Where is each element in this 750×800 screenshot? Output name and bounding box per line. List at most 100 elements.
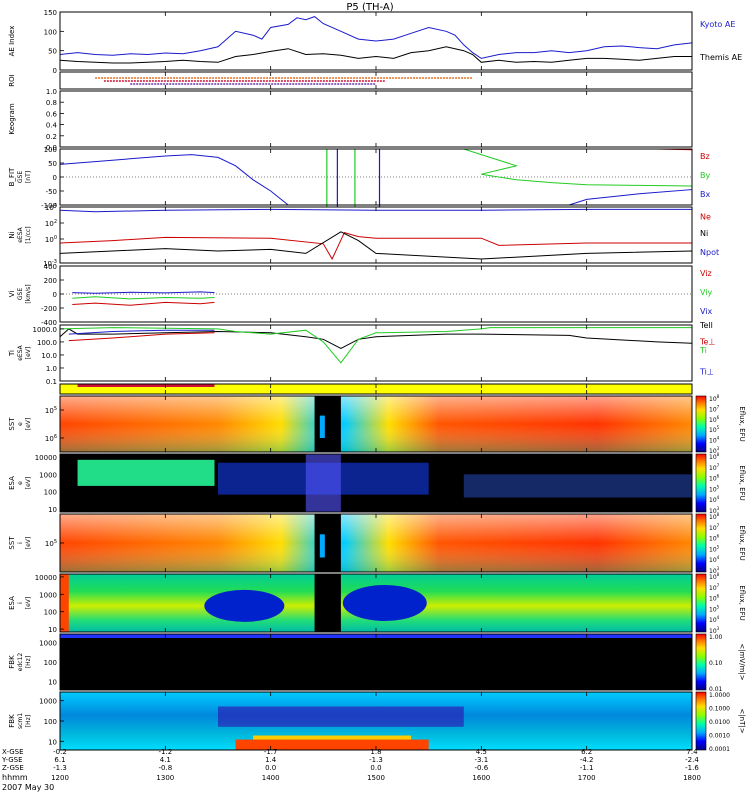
- sst_e-ylabel-units: [eV]: [25, 418, 32, 430]
- esa_e-colorbar-tick: 104: [709, 495, 720, 504]
- fbk_b-activity: [218, 706, 464, 727]
- coord-row-1-value: -1.3: [369, 756, 383, 764]
- density-ytick-label: 10-3: [43, 259, 57, 268]
- esa_e-ytick-label: 100: [44, 489, 57, 497]
- fbk_b-colorbar-tick: 0.0001: [709, 746, 730, 753]
- esa_e-plasma-sheet: [77, 459, 215, 486]
- fbk_b-ylabel-frame: scm1: [17, 713, 24, 729]
- fbk_b-ytick-label: 10: [48, 738, 57, 746]
- velocity-ytick-label: 0: [53, 291, 57, 299]
- sst_e-ytick-label: 105: [45, 406, 57, 415]
- x-tick-label: 1400: [262, 774, 280, 782]
- esa_i-colorbar-label: Eflux, EFU: [738, 585, 746, 620]
- esa_i-colorbar-tick: 103: [709, 626, 720, 635]
- ae-ytick-label: 0: [53, 67, 57, 75]
- sst_e-colorbar-tick: 106: [709, 415, 720, 424]
- coord-row-1-value: 4.1: [160, 756, 171, 764]
- ae-legend-kyoto: Kyoto AE: [700, 20, 735, 29]
- x-axis-label-row: hhmm: [2, 773, 28, 782]
- bfit-ylabel: B_FIT: [8, 167, 16, 186]
- coord-row-2-value: 0.0: [265, 764, 276, 772]
- esa_i-ytick-label: 10000: [35, 574, 57, 582]
- velocity-legend-0: Viz: [700, 269, 712, 278]
- sst_i-colorbar-tick: 103: [709, 566, 720, 575]
- esa_i-colorbar: [695, 573, 707, 633]
- fbk_b-colorbar-tick: 0.0100: [709, 719, 730, 726]
- keogram-ytick-label: 0.8: [46, 99, 57, 107]
- sst_i-colorbar-tick: 104: [709, 555, 720, 564]
- ae-legend-themis: Themis AE: [699, 53, 742, 62]
- temp-ytick-label: 10.0: [41, 352, 57, 360]
- fbk_e-ytick-label: 10: [48, 679, 57, 687]
- temp-series-Tell: [59, 328, 693, 349]
- esa_e-ylabel-units: [eV]: [25, 477, 32, 489]
- fbk_e-colorbar-tick: 0.10: [709, 660, 723, 667]
- sst_e-spectrogram: [60, 396, 692, 452]
- sst_i-colorbar: [695, 513, 707, 573]
- velocity-ytick-label: 200: [44, 277, 57, 285]
- ae-series-kyoto: [59, 16, 693, 59]
- roi-ylabel: ROI: [8, 74, 16, 86]
- coord-row-0-value: 4.5: [476, 748, 487, 756]
- fbk_b-ytick-label: 1000: [39, 698, 57, 706]
- esa_e-colorbar-label: Eflux, EFU: [738, 465, 746, 500]
- coord-row-2-value: -1.3: [53, 764, 67, 772]
- x-tick-label: 1600: [472, 774, 490, 782]
- velocity-series-Viy: [72, 296, 215, 300]
- density-ytick-label: 102: [45, 219, 57, 228]
- density-ylabel: Ni: [8, 231, 16, 238]
- fbk_b-colorbar-tick: 0.1000: [709, 706, 730, 713]
- bfit-ytick-label: -100: [41, 202, 57, 210]
- sst_i-ylabel-units: [eV]: [25, 537, 32, 549]
- ae-ytick-label: 50: [48, 48, 57, 56]
- esa_i-colorbar-tick: 106: [709, 594, 720, 603]
- fbk_b-colorbar-tick: 1.0000: [709, 692, 730, 699]
- density-series-Npot: [59, 208, 692, 213]
- temp-legend-0: Tell: [699, 321, 713, 330]
- coord-row-label-0: X-GSE: [2, 748, 24, 756]
- sst_i-spectrogram: [60, 514, 692, 572]
- sst_e-colorbar-tick: 104: [709, 436, 720, 445]
- velocity-ytick-label: -200: [41, 305, 57, 313]
- bfit-ytick-label: -50: [46, 188, 57, 196]
- bfit-ytick-label: 0: [53, 174, 57, 182]
- esa_e-colorbar-tick: 106: [709, 474, 720, 483]
- temp-series-Te⊥: [68, 332, 215, 342]
- fbk_b-colorbar-label: <|nT|>: [738, 708, 746, 733]
- esa_e-colorbar-tick: 103: [709, 506, 720, 515]
- coord-row-0-value: -0.2: [53, 748, 67, 756]
- esa_i-start-edge: [60, 574, 69, 632]
- esa_e-ytick-label: 1000: [39, 471, 57, 479]
- coord-row-1-value: -4.2: [580, 756, 594, 764]
- fbk_e-ylabel-frame: edc12: [17, 653, 24, 672]
- sst_i-ytick-label: 105: [45, 539, 57, 548]
- fbk_e-colorbar: [695, 633, 707, 691]
- coord-row-1-value: 1.4: [265, 756, 277, 764]
- keogram-ytick-label: 0.2: [46, 133, 57, 141]
- panels-layer: [59, 16, 693, 750]
- sst_i-colorbar-tick: 105: [709, 544, 720, 553]
- bfit-ytick-label: 50: [48, 160, 57, 168]
- fbk_b-colorbar: [695, 691, 707, 751]
- esa_e-ytick-label: 10000: [35, 454, 57, 462]
- temp-ylabel: Ti: [8, 350, 16, 357]
- esa_e-ylabel-frame: e: [17, 481, 24, 485]
- esa_i-ylabel-frame: i: [17, 602, 24, 604]
- keogram-ytick-label: 0.0: [46, 144, 57, 152]
- fbk_b-low-freq-yellow: [253, 735, 412, 740]
- density-ylabel-units: [1/cc]: [25, 226, 32, 243]
- esa_i-colorbar-tick: 104: [709, 615, 720, 624]
- esa_i-colorbar-tick: 107: [709, 583, 720, 592]
- esa_e-ytick-label: 10: [48, 506, 57, 514]
- coord-row-1-value: 6.1: [54, 756, 65, 764]
- ae-series-themis: [59, 46, 692, 64]
- temp-ytick-label: 1000.0: [33, 326, 58, 334]
- fbk_e-colorbar-tick: 0.01: [709, 686, 723, 693]
- esa_i-ytick-label: 1000: [39, 591, 57, 599]
- date-label: 2007 May 30: [2, 783, 54, 792]
- coord-row-2-value: -0.8: [158, 764, 172, 772]
- coord-row-0-value: -1.2: [158, 748, 172, 756]
- density-ytick-label: 104: [45, 203, 57, 212]
- temp-ytick-label: 0.1: [46, 378, 57, 386]
